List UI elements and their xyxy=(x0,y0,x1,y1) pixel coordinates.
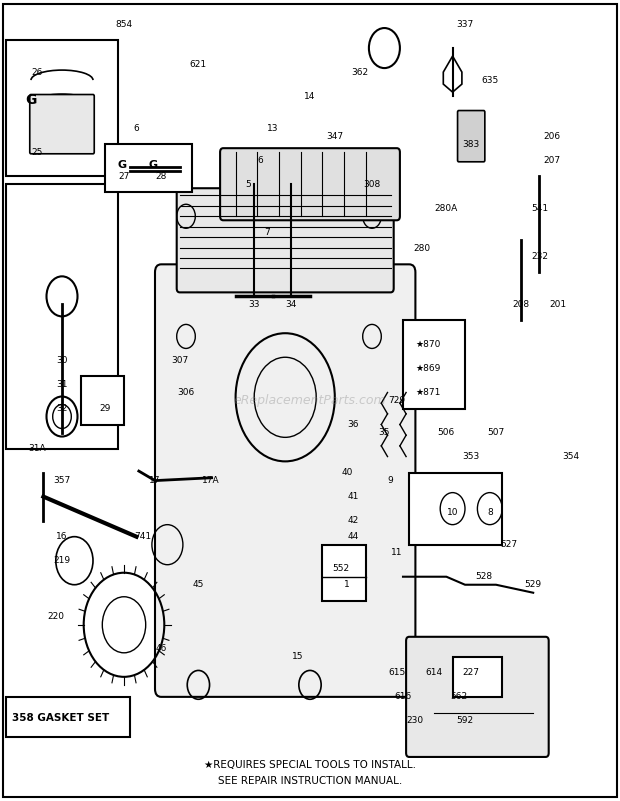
Text: 232: 232 xyxy=(531,252,548,261)
Text: 16: 16 xyxy=(56,532,68,541)
Bar xyxy=(322,545,366,601)
Text: ★869: ★869 xyxy=(415,364,440,373)
Text: 1: 1 xyxy=(344,580,350,590)
Text: 7: 7 xyxy=(264,227,270,237)
Text: 552: 552 xyxy=(332,564,350,574)
Text: 308: 308 xyxy=(363,179,381,189)
Text: 307: 307 xyxy=(171,356,188,365)
Text: 44: 44 xyxy=(348,532,359,541)
Text: G: G xyxy=(25,93,36,107)
Text: 230: 230 xyxy=(407,716,424,726)
Text: 741: 741 xyxy=(134,532,151,541)
Text: 621: 621 xyxy=(190,59,207,69)
Text: 14: 14 xyxy=(304,91,316,101)
Text: 353: 353 xyxy=(463,452,480,461)
Bar xyxy=(409,473,502,545)
Text: 5: 5 xyxy=(245,179,251,189)
Text: 27: 27 xyxy=(118,171,130,181)
Text: 635: 635 xyxy=(481,75,498,85)
Text: 358 GASKET SET: 358 GASKET SET xyxy=(12,713,110,723)
Text: 729: 729 xyxy=(388,396,405,405)
Text: 25: 25 xyxy=(32,147,43,157)
Bar xyxy=(6,184,118,449)
Text: 506: 506 xyxy=(438,428,455,437)
Text: 46: 46 xyxy=(156,644,167,654)
Text: 41: 41 xyxy=(348,492,359,501)
Text: 30: 30 xyxy=(56,356,68,365)
Bar xyxy=(403,320,465,409)
Text: 357: 357 xyxy=(53,476,71,485)
Bar xyxy=(6,40,118,176)
Text: 219: 219 xyxy=(53,556,71,566)
Text: SEE REPAIR INSTRUCTION MANUAL.: SEE REPAIR INSTRUCTION MANUAL. xyxy=(218,776,402,786)
Text: 34: 34 xyxy=(286,300,297,309)
FancyBboxPatch shape xyxy=(458,111,485,162)
Text: eReplacementParts.com: eReplacementParts.com xyxy=(234,394,386,407)
Text: 854: 854 xyxy=(115,19,133,29)
Text: G: G xyxy=(118,160,127,170)
Text: ★871: ★871 xyxy=(415,388,440,397)
Text: 17: 17 xyxy=(149,476,161,485)
Bar xyxy=(453,657,502,697)
Text: 206: 206 xyxy=(543,131,560,141)
Text: 6: 6 xyxy=(133,123,140,133)
Text: 614: 614 xyxy=(425,668,443,678)
Text: 42: 42 xyxy=(348,516,359,525)
Text: 32: 32 xyxy=(56,404,68,413)
Text: 29: 29 xyxy=(100,404,111,413)
Text: 306: 306 xyxy=(177,388,195,397)
Text: 13: 13 xyxy=(267,123,278,133)
Text: 10: 10 xyxy=(447,508,458,517)
Text: 615: 615 xyxy=(388,668,405,678)
Text: 26: 26 xyxy=(32,67,43,77)
Bar xyxy=(6,697,130,737)
Text: ★870: ★870 xyxy=(415,340,440,349)
Text: 507: 507 xyxy=(487,428,505,437)
Text: 201: 201 xyxy=(549,300,567,309)
Text: ★REQUIRES SPECIAL TOOLS TO INSTALL.: ★REQUIRES SPECIAL TOOLS TO INSTALL. xyxy=(204,760,416,770)
Text: 220: 220 xyxy=(47,612,64,622)
Text: 562: 562 xyxy=(450,692,467,702)
Text: 15: 15 xyxy=(292,652,303,662)
Text: 8: 8 xyxy=(487,508,493,517)
Text: 17A: 17A xyxy=(202,476,219,485)
Bar xyxy=(81,376,124,425)
Text: G: G xyxy=(149,160,158,170)
Bar xyxy=(105,144,192,192)
Text: 354: 354 xyxy=(562,452,579,461)
FancyBboxPatch shape xyxy=(406,637,549,757)
Text: 35: 35 xyxy=(379,428,390,437)
Text: 528: 528 xyxy=(475,572,492,582)
Text: 31A: 31A xyxy=(29,444,46,453)
Text: 208: 208 xyxy=(512,300,529,309)
Text: 28: 28 xyxy=(156,171,167,181)
Text: 227: 227 xyxy=(463,668,480,678)
Text: 280A: 280A xyxy=(435,203,458,213)
Text: 529: 529 xyxy=(525,580,542,590)
Text: 31: 31 xyxy=(56,380,68,389)
Text: 362: 362 xyxy=(351,67,368,77)
Text: 541: 541 xyxy=(531,203,548,213)
Text: 337: 337 xyxy=(456,19,474,29)
Text: 207: 207 xyxy=(543,155,560,165)
Text: 592: 592 xyxy=(456,716,474,726)
Text: 527: 527 xyxy=(500,540,517,549)
Text: 33: 33 xyxy=(249,300,260,309)
FancyBboxPatch shape xyxy=(220,148,400,220)
Text: 616: 616 xyxy=(394,692,412,702)
Text: 40: 40 xyxy=(342,468,353,477)
Text: 36: 36 xyxy=(348,420,359,429)
FancyBboxPatch shape xyxy=(30,95,94,154)
Text: 383: 383 xyxy=(463,139,480,149)
Text: 280: 280 xyxy=(413,244,430,253)
Text: 6: 6 xyxy=(257,155,264,165)
FancyBboxPatch shape xyxy=(155,264,415,697)
Text: 45: 45 xyxy=(193,580,204,590)
Text: 9: 9 xyxy=(388,476,394,485)
FancyBboxPatch shape xyxy=(177,188,394,292)
Text: 347: 347 xyxy=(326,131,343,141)
Text: 11: 11 xyxy=(391,548,402,557)
